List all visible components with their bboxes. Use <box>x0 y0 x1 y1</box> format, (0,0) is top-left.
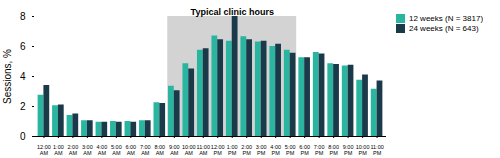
svg-text:2:00PM: 2:00PM <box>241 144 252 156</box>
svg-text:11:00PM: 11:00PM <box>370 144 383 156</box>
svg-text:6: 6 <box>20 41 26 52</box>
svg-text:10:00PM: 10:00PM <box>356 144 370 156</box>
svg-text:12:00PM: 12:00PM <box>211 144 225 156</box>
svg-text:9:00PM: 9:00PM <box>343 144 354 156</box>
svg-text:Typical clinic hours: Typical clinic hours <box>191 7 274 17</box>
svg-text:11:00AM: 11:00AM <box>197 144 210 156</box>
svg-text:9:00AM: 9:00AM <box>169 144 180 156</box>
svg-text:5:00AM: 5:00AM <box>111 144 122 156</box>
svg-text:8:00PM: 8:00PM <box>328 144 339 156</box>
svg-text:8:00AM: 8:00AM <box>154 144 165 156</box>
svg-text:5:00PM: 5:00PM <box>285 144 296 156</box>
svg-text:6:00AM: 6:00AM <box>125 144 136 156</box>
html-text:12 weeks (N = 3817): 12 weeks (N = 3817) <box>409 14 483 23</box>
svg-text:7:00PM: 7:00PM <box>314 144 325 156</box>
html-text:24 weeks (N = 643): 24 weeks (N = 643) <box>409 24 479 33</box>
svg-text:1:00PM: 1:00PM <box>227 144 238 156</box>
svg-text:10:00AM: 10:00AM <box>182 144 196 156</box>
svg-text:12:00AM: 12:00AM <box>37 144 51 156</box>
svg-text:8: 8 <box>20 11 26 22</box>
svg-text:0: 0 <box>20 131 26 142</box>
svg-text:Sessions, %: Sessions, % <box>2 49 13 104</box>
svg-text:4: 4 <box>20 71 26 82</box>
svg-text:2:00AM: 2:00AM <box>68 144 79 156</box>
svg-text:2: 2 <box>20 101 26 112</box>
svg-text:7:00AM: 7:00AM <box>140 144 151 156</box>
svg-text:3:00AM: 3:00AM <box>82 144 93 156</box>
svg-text:4:00PM: 4:00PM <box>270 144 281 156</box>
svg-text:6:00PM: 6:00PM <box>299 144 310 156</box>
svg-text:1:00AM: 1:00AM <box>53 144 64 156</box>
svg-text:3:00PM: 3:00PM <box>256 144 267 156</box>
svg-text:4:00AM: 4:00AM <box>96 144 107 156</box>
